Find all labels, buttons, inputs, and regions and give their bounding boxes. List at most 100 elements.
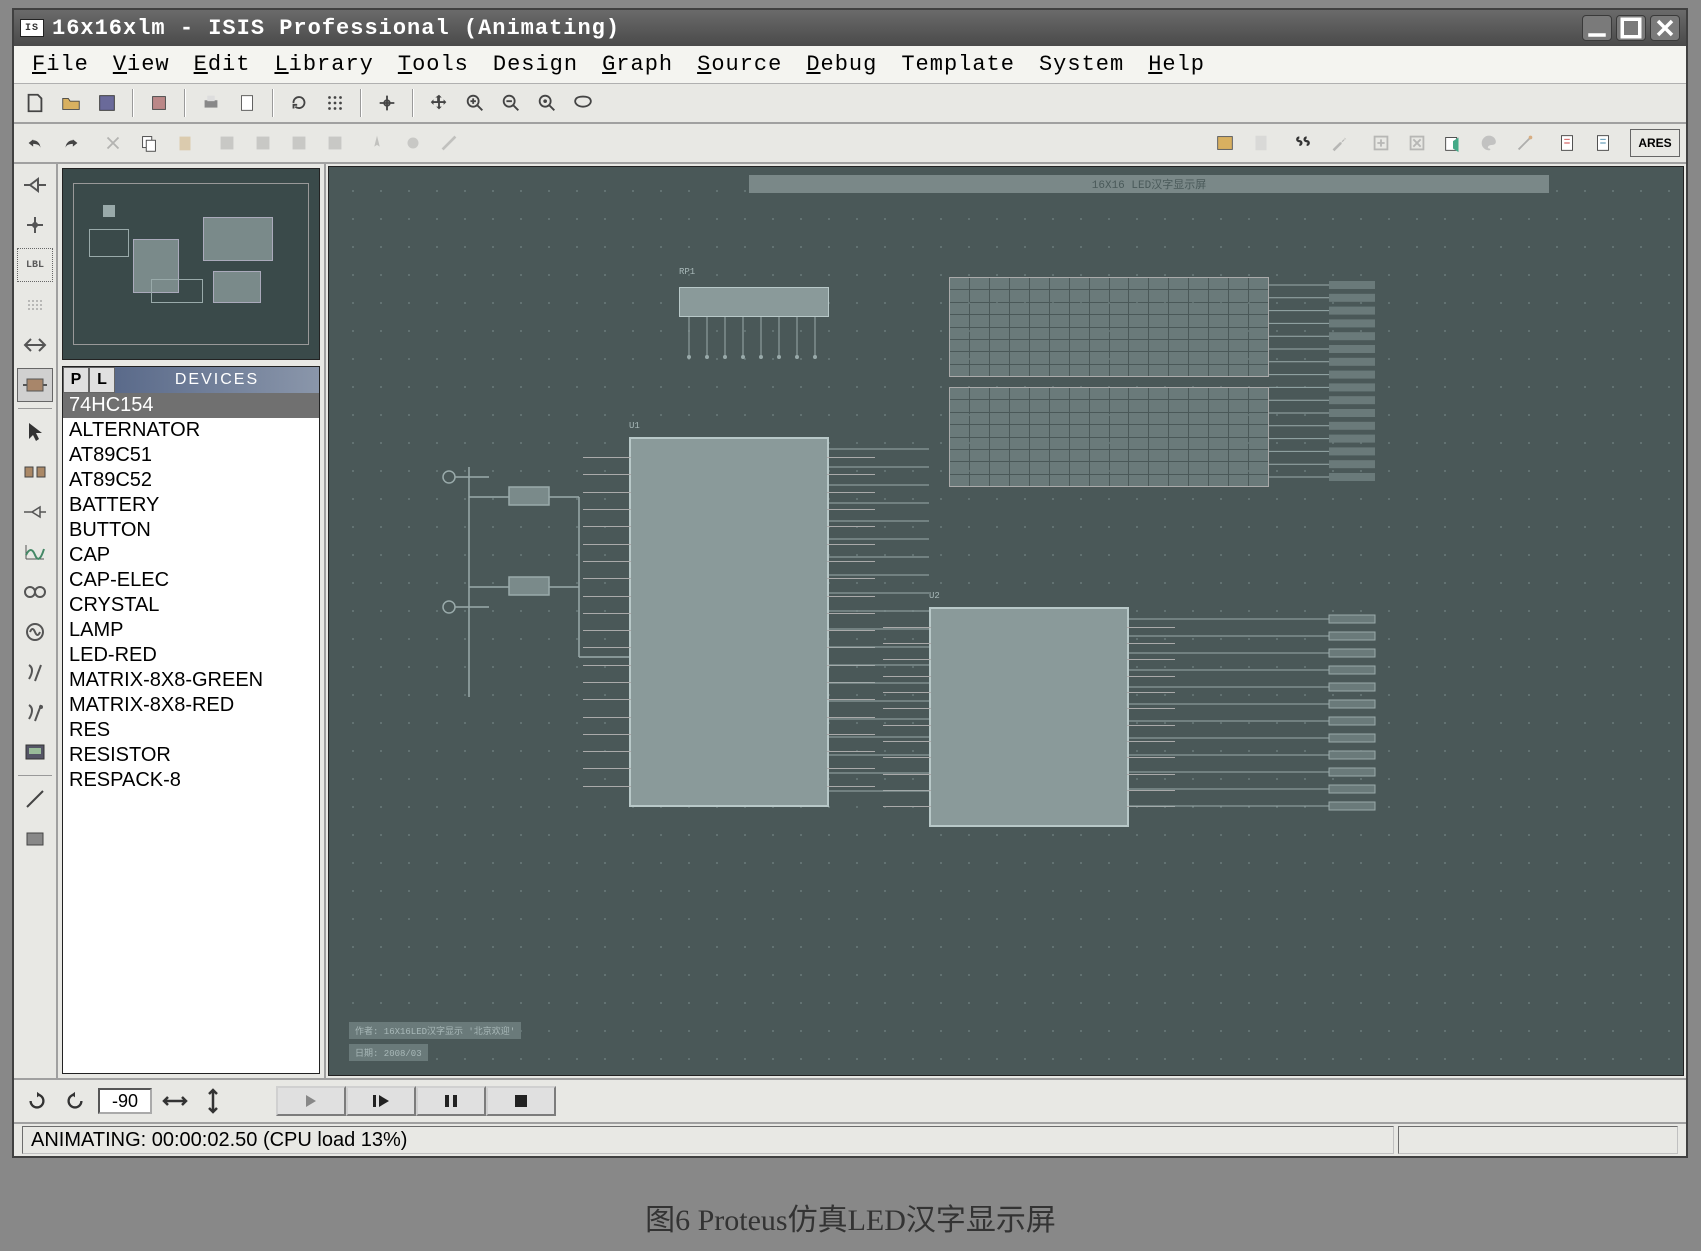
print-icon[interactable]: [196, 89, 226, 117]
device-item[interactable]: CAP-ELEC: [63, 568, 319, 593]
open-icon[interactable]: [56, 89, 86, 117]
tool-a-icon[interactable]: [398, 129, 428, 157]
probe-i-icon[interactable]: [17, 695, 53, 729]
device-item[interactable]: MATRIX-8X8-GREEN: [63, 668, 319, 693]
menu-system[interactable]: System: [1027, 48, 1136, 81]
script-icon[interactable]: [17, 288, 53, 322]
zoom-in-icon[interactable]: [460, 89, 490, 117]
pan-icon[interactable]: [424, 89, 454, 117]
report-icon[interactable]: [1246, 129, 1276, 157]
sheet-icon[interactable]: [1210, 129, 1240, 157]
subcircuit-icon[interactable]: [17, 368, 53, 402]
del-sheet-icon[interactable]: [1402, 129, 1432, 157]
device-item[interactable]: RES: [63, 718, 319, 743]
block-copy-icon[interactable]: [212, 129, 242, 157]
device-item[interactable]: CAP: [63, 543, 319, 568]
wrench-icon[interactable]: [1324, 129, 1354, 157]
menu-help[interactable]: Help: [1136, 48, 1217, 81]
save-icon[interactable]: [92, 89, 122, 117]
line-icon[interactable]: [17, 782, 53, 816]
device-item[interactable]: LED-RED: [63, 643, 319, 668]
menu-design[interactable]: Design: [481, 48, 590, 81]
block-move-icon[interactable]: [248, 129, 278, 157]
device-item[interactable]: 74HC154: [63, 393, 319, 418]
flip-v-icon[interactable]: [198, 1087, 228, 1115]
junction-icon[interactable]: [17, 208, 53, 242]
block-delete-icon[interactable]: [320, 129, 350, 157]
terminal-icon[interactable]: [17, 455, 53, 489]
paste-icon[interactable]: [170, 129, 200, 157]
instrument-icon[interactable]: [17, 735, 53, 769]
menu-source[interactable]: Source: [685, 48, 794, 81]
tool-b-icon[interactable]: [434, 129, 464, 157]
device-item[interactable]: LAMP: [63, 618, 319, 643]
device-item[interactable]: ALTERNATOR: [63, 418, 319, 443]
respack-component[interactable]: [679, 287, 829, 317]
minimize-button[interactable]: [1582, 15, 1612, 41]
grid-icon[interactable]: [320, 89, 350, 117]
menu-tools[interactable]: Tools: [386, 48, 481, 81]
schematic-canvas[interactable]: 16X16 LED汉字显示屏 RP1: [328, 166, 1684, 1076]
zoom-all-icon[interactable]: [532, 89, 562, 117]
box-icon[interactable]: [17, 822, 53, 856]
stop-button[interactable]: [486, 1086, 556, 1116]
page-icon[interactable]: [232, 89, 262, 117]
tape-icon[interactable]: [17, 575, 53, 609]
add-sheet-icon[interactable]: [1366, 129, 1396, 157]
import-icon[interactable]: [144, 89, 174, 117]
undo-icon[interactable]: [20, 129, 50, 157]
wand-icon[interactable]: [1510, 129, 1540, 157]
pick-icon[interactable]: [362, 129, 392, 157]
device-item[interactable]: CRYSTAL: [63, 593, 319, 618]
refresh-icon[interactable]: [284, 89, 314, 117]
overview-panel[interactable]: [62, 168, 320, 360]
cut-icon[interactable]: [98, 129, 128, 157]
doc-a-icon[interactable]: [1552, 129, 1582, 157]
ares-icon[interactable]: ARES: [1630, 129, 1680, 157]
menu-file[interactable]: File: [20, 48, 101, 81]
pause-button[interactable]: [416, 1086, 486, 1116]
generator-icon[interactable]: [17, 615, 53, 649]
bus-icon[interactable]: [17, 328, 53, 362]
play-button[interactable]: [276, 1086, 346, 1116]
menu-debug[interactable]: Debug: [794, 48, 889, 81]
decoder-component[interactable]: [929, 607, 1129, 827]
find-icon[interactable]: [1288, 129, 1318, 157]
menu-graph[interactable]: Graph: [590, 48, 685, 81]
close-button[interactable]: [1650, 15, 1680, 41]
menu-view[interactable]: View: [101, 48, 182, 81]
doc-b-icon[interactable]: [1588, 129, 1618, 157]
graph-icon[interactable]: [17, 535, 53, 569]
devices-list[interactable]: 74HC154ALTERNATORAT89C51AT89C52BATTERYBU…: [63, 393, 319, 1073]
flip-h-icon[interactable]: [160, 1087, 190, 1115]
device-item[interactable]: RESISTOR: [63, 743, 319, 768]
rotation-input[interactable]: [98, 1088, 152, 1114]
zoom-out-icon[interactable]: [496, 89, 526, 117]
device-item[interactable]: BATTERY: [63, 493, 319, 518]
led-matrix-bottom[interactable]: [949, 387, 1269, 487]
device-item[interactable]: MATRIX-8X8-RED: [63, 693, 319, 718]
zoom-area-icon[interactable]: [568, 89, 598, 117]
component-mode-icon[interactable]: [17, 168, 53, 202]
copy-icon[interactable]: [134, 129, 164, 157]
rotate-ccw-icon[interactable]: [60, 1087, 90, 1115]
device-item[interactable]: BUTTON: [63, 518, 319, 543]
menu-library[interactable]: Library: [262, 48, 385, 81]
device-item[interactable]: AT89C51: [63, 443, 319, 468]
menu-edit[interactable]: Edit: [182, 48, 263, 81]
maximize-button[interactable]: [1616, 15, 1646, 41]
label-icon[interactable]: LBL: [17, 248, 53, 282]
l-button[interactable]: L: [89, 367, 115, 393]
pin-icon[interactable]: [17, 495, 53, 529]
mcu-component[interactable]: [629, 437, 829, 807]
block-rotate-icon[interactable]: [284, 129, 314, 157]
step-button[interactable]: [346, 1086, 416, 1116]
new-icon[interactable]: [20, 89, 50, 117]
probe-v-icon[interactable]: [17, 655, 53, 689]
origin-icon[interactable]: [372, 89, 402, 117]
export-icon[interactable]: [1438, 129, 1468, 157]
p-button[interactable]: P: [63, 367, 89, 393]
device-item[interactable]: RESPACK-8: [63, 768, 319, 793]
led-matrix-top[interactable]: [949, 277, 1269, 377]
selection-icon[interactable]: [17, 415, 53, 449]
